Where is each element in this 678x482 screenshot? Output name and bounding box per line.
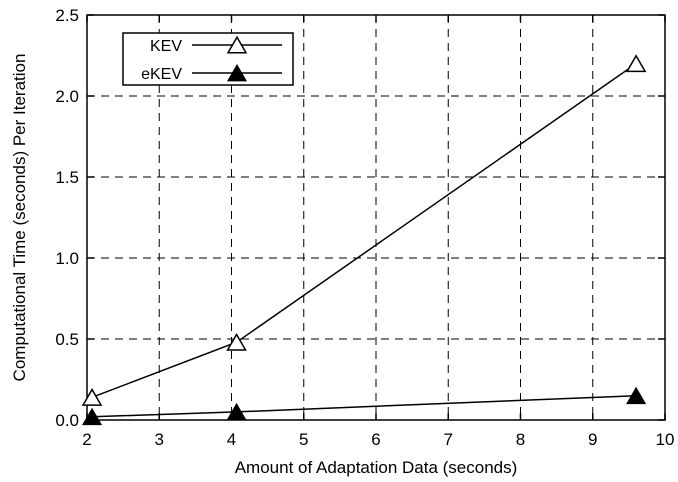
series-line-ekev xyxy=(92,394,637,418)
grid xyxy=(87,15,665,420)
x-tick-label: 3 xyxy=(155,430,164,449)
ticks xyxy=(86,14,666,421)
data-point-ekev xyxy=(226,402,247,421)
legend-box xyxy=(122,32,294,86)
data-point-ekev xyxy=(626,386,647,405)
series-line-kev xyxy=(91,62,637,399)
legend-marker-kev xyxy=(226,35,248,54)
y-tick-label: 2.5 xyxy=(55,6,79,25)
x-tick-label: 6 xyxy=(371,430,380,449)
legend: KEV eKEV xyxy=(122,32,294,86)
legend-label-kev: KEV xyxy=(150,38,182,55)
x-tick-label: 2 xyxy=(82,430,91,449)
x-axis-label: Amount of Adaptation Data (seconds) xyxy=(235,458,518,477)
x-tick-label: 8 xyxy=(516,430,525,449)
legend-marker-ekev xyxy=(226,64,248,82)
y-tick-label: 0.5 xyxy=(55,330,79,349)
data-point-kev xyxy=(226,332,247,351)
series-layer xyxy=(81,54,647,426)
tick-labels: 2 3 4 5 6 7 8 9 10 0.0 0.5 1.0 1.5 2.0 2.5 xyxy=(55,6,674,449)
y-tick-label: 1.5 xyxy=(55,168,79,187)
x-tick-label: 4 xyxy=(227,430,236,449)
x-tick-label: 9 xyxy=(588,430,597,449)
data-point-kev xyxy=(81,388,103,406)
x-tick-label: 10 xyxy=(656,430,675,449)
y-tick-label: 1.0 xyxy=(55,249,79,268)
y-tick-label: 2.0 xyxy=(55,87,79,106)
legend-label-ekev: eKEV xyxy=(141,66,182,83)
data-point-kev xyxy=(625,54,647,73)
data-point-ekev xyxy=(82,407,103,426)
y-tick-label: 0.0 xyxy=(55,411,79,430)
y-axis-label: Computational Time (seconds) Per Iterati… xyxy=(10,54,29,382)
x-tick-label: 7 xyxy=(444,430,453,449)
x-tick-label: 5 xyxy=(299,430,308,449)
